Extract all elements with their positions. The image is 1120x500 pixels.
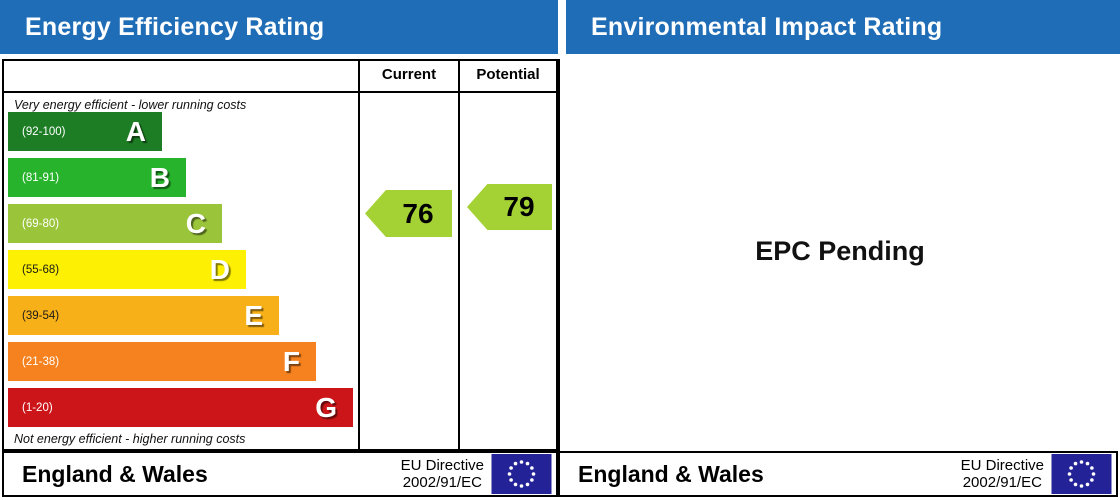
footer-left: England & Wales EU Directive 2002/91/EC (2, 451, 558, 497)
potential-rating-arrow: 79 (467, 184, 552, 230)
band-letter: B (149, 161, 170, 193)
eu-directive-text: EU Directive 2002/91/EC (960, 457, 1044, 491)
band-b: (81-91) B (8, 158, 186, 197)
band-range-label: (69-80) (22, 217, 60, 230)
band-e: (39-54) E (8, 296, 279, 335)
band-letter: F (282, 345, 300, 377)
potential-column-header: Potential (476, 66, 540, 83)
potential-rating-value: 79 (503, 191, 535, 222)
band-letter: E (244, 299, 263, 331)
energy-efficiency-title: Energy Efficiency Rating (25, 13, 325, 41)
band-g: (1-20) G (8, 388, 353, 427)
eu-flag-icon (491, 454, 552, 494)
current-rating-arrow: 76 (365, 190, 452, 237)
environmental-impact-title: Environmental Impact Rating (591, 13, 943, 41)
epc-pending-text: EPC Pending (755, 235, 925, 266)
band-range-label: (1-20) (22, 401, 53, 414)
environmental-impact-panel: EPC Pending (558, 59, 1120, 451)
bottom-caption: Not energy efficient - higher running co… (14, 432, 246, 446)
band-letter: G (315, 391, 337, 423)
footer-right: England & Wales EU Directive 2002/91/EC (558, 451, 1118, 497)
current-rating-value: 76 (402, 197, 434, 229)
band-range-label: (39-54) (22, 309, 60, 322)
top-caption: Very energy efficient - lower running co… (14, 98, 247, 112)
band-range-label: (55-68) (22, 263, 60, 276)
band-range-label: (21-38) (22, 355, 60, 368)
eu-directive-text: EU Directive 2002/91/EC (400, 457, 484, 491)
table-header-divider (4, 91, 556, 93)
eu-flag-icon (1051, 454, 1112, 494)
band-f: (21-38) F (8, 342, 316, 381)
energy-efficiency-header: Energy Efficiency Rating (0, 0, 558, 54)
rating-bands: (92-100) A (81-91) B (69-80) C (55-68) D (39-54)… (8, 112, 353, 434)
energy-rating-table: Current Potential Very energy efficient … (2, 59, 558, 451)
region-label: England & Wales (578, 460, 764, 487)
environmental-impact-header: Environmental Impact Rating (566, 0, 1120, 54)
current-column-header: Current (381, 66, 437, 83)
band-d: (55-68) D (8, 250, 246, 289)
table-divider-potential (458, 61, 460, 449)
band-range-label: (81-91) (22, 171, 60, 184)
band-letter: A (125, 115, 146, 147)
band-range-label: (92-100) (22, 125, 66, 138)
band-a: (92-100) A (8, 112, 162, 151)
band-letter: D (209, 253, 230, 285)
region-label: England & Wales (22, 460, 208, 487)
band-letter: C (185, 207, 206, 239)
band-c: (69-80) C (8, 204, 222, 243)
table-divider-current (358, 61, 360, 449)
